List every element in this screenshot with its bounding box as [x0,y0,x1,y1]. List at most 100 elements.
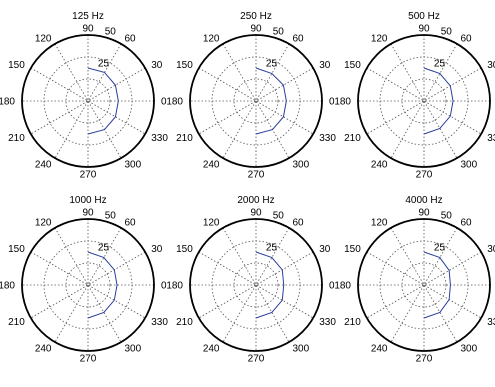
angle-tick-label: 0 [329,281,335,292]
angle-tick-label: 90 [250,24,262,35]
radial-tick-label: 50 [441,210,453,221]
angle-tick-label: 150 [344,60,361,71]
outer-ring [21,218,155,352]
angle-tick-label: 120 [203,33,220,44]
angle-spoke [222,43,290,159]
pattern-series-line [87,67,119,135]
angle-tick-label: 180 [0,97,15,108]
angle-spoke [366,67,482,135]
angle-tick-label: 90 [82,24,94,35]
outer-ring [21,34,155,168]
angle-tick-label: 240 [35,344,52,355]
angle-tick-label: 120 [35,217,52,228]
angle-tick-label: 180 [334,281,351,292]
angle-tick-label: 210 [8,317,25,328]
radial-grid-ring [65,78,111,124]
angle-spoke [198,67,314,135]
angle-tick-label: 0 [161,281,167,292]
angle-tick-label: 90 [418,208,430,219]
radial-tick-label: 50 [273,210,285,221]
plot-title: 125 Hz [72,11,104,22]
radial-tick-label: 50 [273,26,285,37]
angle-tick-label: 330 [319,317,336,328]
angle-tick-label: 60 [461,33,473,44]
polar-plot-3: 500 Hz0306090120150180210240270300330255… [334,11,495,181]
angle-spoke [390,227,458,343]
plot-title: 250 Hz [240,11,272,22]
angle-tick-label: 210 [8,133,25,144]
angle-tick-label: 210 [176,133,193,144]
angle-spoke [366,67,482,135]
angle-tick-label: 90 [250,208,262,219]
angle-tick-label: 240 [203,160,220,171]
angle-tick-label: 150 [176,244,193,255]
radial-tick-label: 25 [434,59,446,70]
pattern-series-line [87,251,118,319]
radial-tick-label: 25 [434,243,446,254]
angle-tick-label: 210 [344,317,361,328]
radial-tick-label: 25 [98,243,110,254]
radial-grid-ring [65,262,111,308]
angle-tick-label: 60 [293,33,305,44]
plot-title: 1000 Hz [69,195,106,206]
angle-tick-label: 120 [371,217,388,228]
angle-spoke [30,251,146,319]
angle-tick-label: 210 [344,133,361,144]
angle-tick-label: 180 [166,281,183,292]
angle-spoke [54,227,122,343]
angle-tick-label: 30 [151,244,163,255]
pattern-series-line [255,251,285,319]
outer-ring [189,218,323,352]
angle-spoke [366,251,482,319]
plot-title: 500 Hz [408,11,440,22]
angle-spoke [198,251,314,319]
outer-ring [189,34,323,168]
angle-tick-label: 90 [418,24,430,35]
outer-ring [357,34,491,168]
angle-spoke [54,227,122,343]
pattern-series-line [423,251,451,319]
radial-tick-label: 25 [266,243,278,254]
angle-tick-label: 240 [203,344,220,355]
angle-tick-label: 150 [8,60,25,71]
angle-spoke [222,43,290,159]
angle-tick-label: 270 [80,170,97,181]
angle-tick-label: 270 [416,354,433,365]
angle-tick-label: 30 [487,244,495,255]
angle-spoke [390,227,458,343]
angle-tick-label: 60 [293,217,305,228]
radial-grid-ring [233,78,279,124]
angle-spoke [222,227,290,343]
angle-tick-label: 120 [203,217,220,228]
angle-tick-label: 330 [151,133,168,144]
angle-spoke [198,251,314,319]
angle-spoke [30,251,146,319]
outer-ring [357,218,491,352]
angle-tick-label: 30 [151,60,163,71]
angle-spoke [54,43,122,159]
pattern-series-line [423,67,454,135]
angle-tick-label: 120 [35,33,52,44]
angle-spoke [222,227,290,343]
angle-tick-label: 300 [461,344,478,355]
angle-tick-label: 300 [293,160,310,171]
radial-grid-ring [401,78,447,124]
angle-tick-label: 180 [166,97,183,108]
angle-tick-label: 240 [35,160,52,171]
radial-tick-label: 50 [441,26,453,37]
angle-tick-label: 330 [487,317,495,328]
angle-tick-label: 150 [176,60,193,71]
angle-tick-label: 330 [487,133,495,144]
angle-tick-label: 300 [461,160,478,171]
radial-grid-ring [233,262,279,308]
angle-tick-label: 210 [176,317,193,328]
angle-tick-label: 300 [125,160,142,171]
pattern-series-line [255,67,287,135]
angle-tick-label: 330 [319,133,336,144]
angle-tick-label: 30 [487,60,495,71]
angle-tick-label: 330 [151,317,168,328]
angle-tick-label: 270 [80,354,97,365]
radial-tick-label: 25 [266,59,278,70]
angle-tick-label: 60 [461,217,473,228]
polar-plot-4: 1000 Hz 0 30 60 90 120 150 180 210 240 270 300 330 25… [0,195,168,365]
